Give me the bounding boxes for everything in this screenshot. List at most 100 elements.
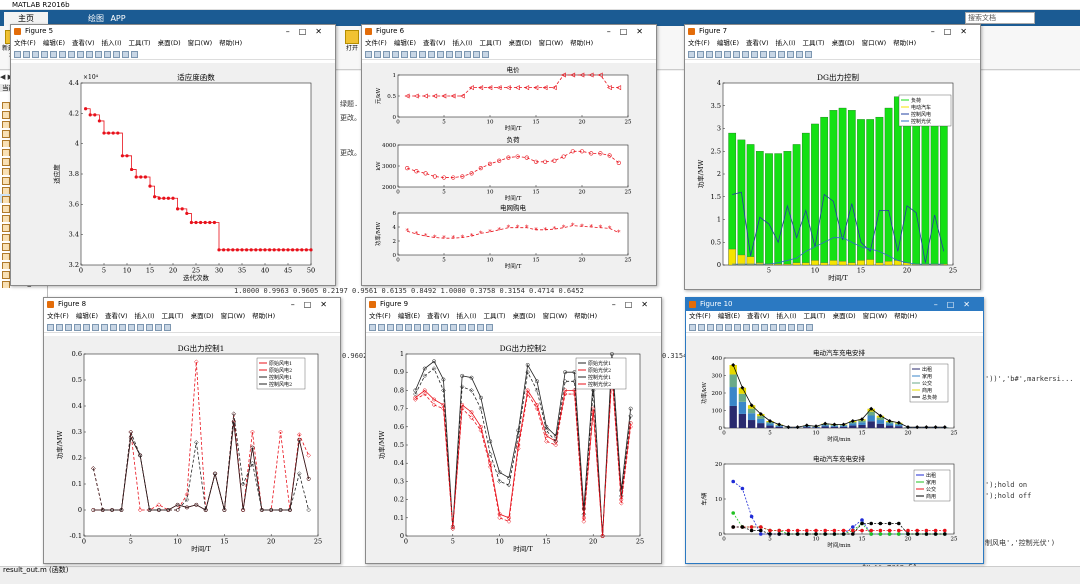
toolbar-icon[interactable] [446,51,453,58]
toolbar-icon[interactable] [486,324,493,331]
toolbar-icon[interactable] [56,324,63,331]
toolbar-icon[interactable] [396,324,403,331]
menu-item[interactable]: 文件(F) [369,312,391,320]
toolbar-icon[interactable] [146,324,153,331]
menu-item[interactable]: 编辑(E) [393,39,416,47]
figure-toolbar[interactable] [362,49,656,60]
figure-8-window[interactable]: Figure 8 –□✕ 文件(F) 编辑(E) 查看(V) 插入(I) 工具(T) 桌面(… [43,297,341,564]
toolbar-icon[interactable] [92,324,99,331]
figure-10-window[interactable]: Figure 10 –□✕ 文件(F) 编辑(E) 查看(V) 插入(I) 工具(T) 桌面… [685,297,984,564]
toolbar-icon[interactable] [65,324,72,331]
menu-item[interactable]: 查看(V) [427,312,450,320]
menu-item[interactable]: 插入(I) [101,39,122,47]
toolbar-icon[interactable] [423,324,430,331]
toolbar-icon[interactable] [797,324,804,331]
menu-item[interactable]: 文件(F) [689,312,711,320]
menu-item[interactable]: 查看(V) [72,39,95,47]
window-controls[interactable]: –□✕ [606,27,652,36]
toolbar-icon[interactable] [707,324,714,331]
toolbar-icon[interactable] [128,324,135,331]
figure-menu[interactable]: 文件(F) 编辑(E) 查看(V) 插入(I) 工具(T) 桌面(D) 窗口(W) 帮助(H) [685,38,980,49]
toolbar-icon[interactable] [50,51,57,58]
figure-toolbar[interactable] [44,322,340,333]
figure-title-bar[interactable]: Figure 8 –□✕ [44,298,340,311]
window-controls[interactable]: –□✕ [285,27,331,36]
toolbar-icon[interactable] [432,324,439,331]
menu-item[interactable]: 编辑(E) [717,312,740,320]
toolbar-icon[interactable] [41,51,48,58]
menu-item[interactable]: 编辑(E) [716,39,739,47]
menu-item[interactable]: 插入(I) [452,39,473,47]
search-docs-input[interactable]: 搜索文档 [965,12,1035,24]
menu-item[interactable]: 桌面(D) [190,312,214,320]
menu-item[interactable]: 查看(V) [105,312,128,320]
menu-item[interactable]: 桌面(D) [831,39,855,47]
figure-title-bar[interactable]: Figure 9 –□✕ [366,298,661,311]
toolbar-icon[interactable] [32,51,39,58]
toolbar-icon[interactable] [733,51,740,58]
toolbar-icon[interactable] [101,324,108,331]
menu-item[interactable]: 帮助(H) [894,312,918,320]
menu-item[interactable]: 插入(I) [456,312,477,320]
toolbar-icon[interactable] [450,324,457,331]
figure-title-bar[interactable]: Figure 10 –□✕ [686,298,983,311]
menu-item[interactable]: 帮助(H) [893,39,917,47]
toolbar-icon[interactable] [47,324,54,331]
toolbar-icon[interactable] [414,324,421,331]
menu-item[interactable]: 编辑(E) [397,312,420,320]
toolbar-icon[interactable] [86,51,93,58]
toolbar-icon[interactable] [778,51,785,58]
menu-item[interactable]: 帮助(H) [574,312,598,320]
figure-7-window[interactable]: Figure 7 –□✕ 文件(F) 编辑(E) 查看(V) 插入(I) 工具(T) 桌面(… [684,24,981,290]
toolbar-icon[interactable] [477,324,484,331]
tab-home[interactable]: 主页 [4,12,48,26]
toolbar-icon[interactable] [155,324,162,331]
toolbar-icon[interactable] [14,51,21,58]
toolbar-icon[interactable] [734,324,741,331]
window-controls[interactable]: –□✕ [611,300,657,309]
toolbar-icon[interactable] [131,51,138,58]
menu-item[interactable]: 文件(F) [14,39,36,47]
toolbar-icon[interactable] [59,51,66,58]
toolbar-icon[interactable] [760,51,767,58]
toolbar-icon[interactable] [473,51,480,58]
menu-item[interactable]: 查看(V) [746,39,769,47]
open-button[interactable]: 打开 [342,30,362,52]
toolbar-icon[interactable] [387,324,394,331]
tab-apps[interactable]: APP [110,14,126,23]
menu-item[interactable]: 插入(I) [776,312,797,320]
toolbar-icon[interactable] [95,51,102,58]
menu-item[interactable]: 编辑(E) [42,39,65,47]
toolbar-icon[interactable] [806,324,813,331]
toolbar-icon[interactable] [119,324,126,331]
menu-item[interactable]: 工具(T) [161,312,184,320]
toolbar-icon[interactable] [706,51,713,58]
figure-menu[interactable]: 文件(F) 编辑(E) 查看(V) 插入(I) 工具(T) 桌面(D) 窗口(W) 帮助(H) [11,38,335,49]
menu-item[interactable]: 文件(F) [688,39,710,47]
menu-item[interactable]: 查看(V) [747,312,770,320]
toolbar-icon[interactable] [113,51,120,58]
toolbar-icon[interactable] [378,324,385,331]
menu-item[interactable]: 窗口(W) [861,39,887,47]
toolbar-icon[interactable] [365,51,372,58]
figure-6-window[interactable]: Figure 6 –□✕ 文件(F) 编辑(E) 查看(V) 插入(I) 工具(T) 桌面(… [361,24,657,286]
toolbar-icon[interactable] [796,51,803,58]
figure-toolbar[interactable] [685,49,980,60]
toolbar-icon[interactable] [441,324,448,331]
figure-9-window[interactable]: Figure 9 –□✕ 文件(F) 编辑(E) 查看(V) 插入(I) 工具(T) 桌面(… [365,297,662,564]
toolbar-icon[interactable] [482,51,489,58]
toolbar-icon[interactable] [459,324,466,331]
figure-toolbar[interactable] [686,322,983,333]
menu-item[interactable]: 查看(V) [423,39,446,47]
menu-item[interactable]: 帮助(H) [252,312,276,320]
toolbar-icon[interactable] [77,51,84,58]
toolbar-icon[interactable] [455,51,462,58]
toolbar-icon[interactable] [374,51,381,58]
toolbar-icon[interactable] [392,51,399,58]
window-controls[interactable]: –□✕ [290,300,336,309]
figure-title-bar[interactable]: Figure 7 –□✕ [685,25,980,38]
toolbar-icon[interactable] [428,51,435,58]
menu-item[interactable]: 桌面(D) [157,39,181,47]
toolbar-icon[interactable] [787,51,794,58]
toolbar-icon[interactable] [401,51,408,58]
